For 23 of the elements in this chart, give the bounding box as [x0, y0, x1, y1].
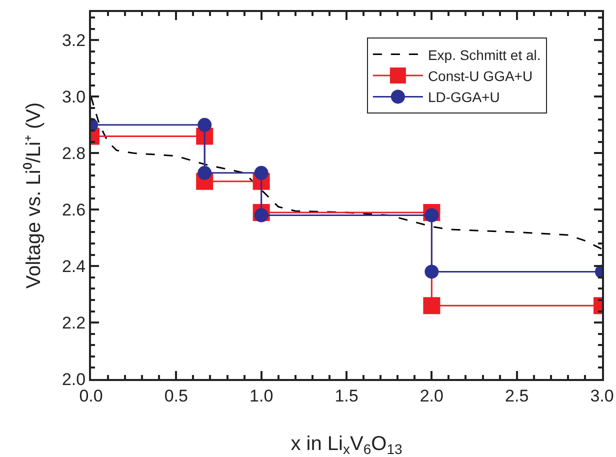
point — [198, 118, 212, 132]
y-tick-label: 3.2 — [62, 31, 86, 50]
y-tick-label: 2.0 — [62, 370, 86, 389]
legend-label: LD-GGA+U — [428, 89, 500, 106]
point — [254, 166, 268, 180]
y-tick-label: 2.8 — [62, 144, 86, 164]
legend-label: Const-U GGA+U — [428, 68, 533, 84]
y-tick-label: 2.6 — [62, 200, 86, 220]
point — [254, 208, 268, 222]
y-axis-title: Voltage vs. Li⁰/Li⁺ (V) — [22, 102, 45, 289]
legend-label: Exp. Schmitt et al. — [428, 46, 541, 63]
y-tick-label: 3.0 — [62, 88, 86, 107]
x-tick-label: 1.5 — [334, 386, 358, 406]
x-tick-label: 2.0 — [420, 386, 444, 406]
y-tick-label: 2.2 — [62, 313, 86, 332]
x-tick-label: 1.0 — [250, 386, 274, 406]
x-tick-label: 2.5 — [505, 386, 529, 406]
y-tick-label: 2.4 — [62, 257, 86, 276]
x-axis-title: x in Li$_{x}$V$_{6}$O$_{13}$ — [290, 432, 402, 457]
x-tick-label: 0.5 — [164, 386, 188, 406]
x-tick-label: 0.0 — [79, 386, 103, 406]
point — [198, 166, 212, 180]
x-tick-label: 3.0 — [590, 386, 614, 406]
